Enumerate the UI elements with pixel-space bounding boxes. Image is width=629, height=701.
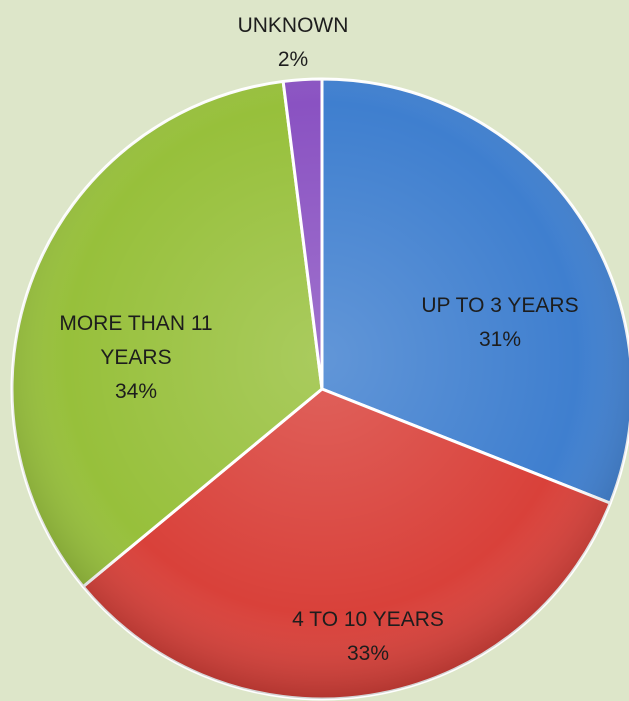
data-label-up-to-3-years: UP TO 3 YEARS 31% — [421, 294, 578, 351]
data-label-unknown: UNKNOWN 2% — [238, 14, 349, 71]
data-label-line: 2% — [278, 48, 308, 71]
data-label-line: 31% — [479, 328, 521, 351]
data-label-line: 4 TO 10 YEARS — [292, 608, 444, 631]
data-label-line: UNKNOWN — [238, 14, 349, 37]
data-label-more-than-11-years: MORE THAN 11 YEARS 34% — [59, 312, 212, 403]
pie-slices — [10, 77, 629, 701]
data-label-line: MORE THAN 11 — [59, 312, 212, 335]
data-label-line: 33% — [347, 642, 389, 665]
data-label-line: YEARS — [100, 346, 171, 369]
data-label-line: 34% — [115, 380, 157, 403]
data-label-4-to-10-years: 4 TO 10 YEARS 33% — [292, 608, 444, 665]
pie-labels: UP TO 3 YEARS 31% 4 TO 10 YEARS 33% MORE THA… — [59, 14, 578, 665]
data-label-line: UP TO 3 YEARS — [421, 294, 578, 317]
